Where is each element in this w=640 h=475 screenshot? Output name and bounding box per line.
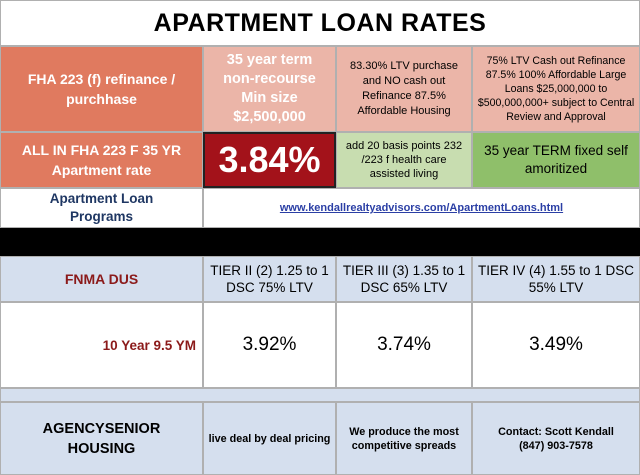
fha-cash-out-info: 75% LTV Cash out Refinance 87.5% 100% Af… bbox=[472, 46, 640, 132]
agency-deal-note: live deal by deal pricing bbox=[203, 402, 336, 475]
fha-ltv-info: 83.30% LTV purchase and NO cash out Refi… bbox=[336, 46, 472, 132]
health-care-note: add 20 basis points 232 /223 f health ca… bbox=[336, 132, 472, 188]
agency-spread-note: We produce the most competitive spreads bbox=[336, 402, 472, 475]
fha-program-label: FHA 223 (f) refinance / purchhase bbox=[0, 46, 203, 132]
page-title: APARTMENT LOAN RATES bbox=[0, 0, 640, 46]
fha-rate-value: 3.84% bbox=[203, 132, 336, 188]
fnma-term-label: 10 Year 9.5 YM bbox=[0, 302, 203, 388]
fnma-label: FNMA DUS bbox=[0, 256, 203, 302]
fnma-tier-2: TIER II (2) 1.25 to 1 DSC 75% LTV bbox=[203, 256, 336, 302]
fha-term-info: 35 year term non-recourse Min size $2,50… bbox=[203, 46, 336, 132]
programs-link[interactable]: www.kendallrealtyadvisors.com/ApartmentL… bbox=[203, 188, 640, 228]
fnma-rate-tier-2: 3.92% bbox=[203, 302, 336, 388]
fha-rate-label: ALL IN FHA 223 F 35 YR Apartment rate bbox=[0, 132, 203, 188]
fnma-tier-3: TIER III (3) 1.35 to 1 DSC 65% LTV bbox=[336, 256, 472, 302]
separator-row bbox=[0, 388, 640, 402]
agency-label: AGENCYSENIOR HOUSING bbox=[0, 402, 203, 475]
term-note: 35 year TERM fixed self amoritized bbox=[472, 132, 640, 188]
divider-band bbox=[0, 228, 640, 256]
programs-label: Apartment Loan Programs bbox=[0, 188, 203, 228]
fnma-tier-4: TIER IV (4) 1.55 to 1 DSC 55% LTV bbox=[472, 256, 640, 302]
fnma-rate-tier-3: 3.74% bbox=[336, 302, 472, 388]
fnma-rate-tier-4: 3.49% bbox=[472, 302, 640, 388]
agency-contact: Contact: Scott Kendall (847) 903-7578 bbox=[472, 402, 640, 475]
